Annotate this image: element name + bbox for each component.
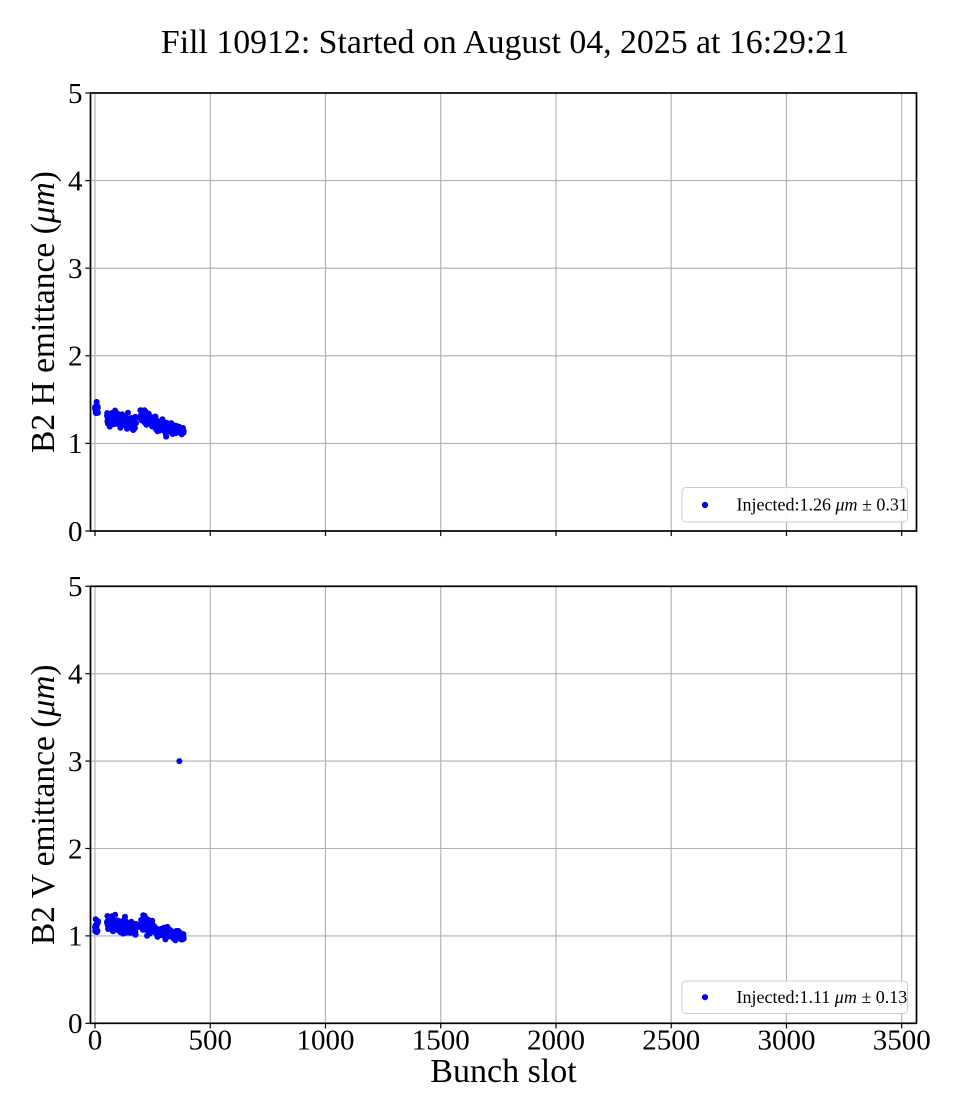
svg-text:2000: 2000	[527, 1025, 585, 1057]
svg-text:5: 5	[68, 571, 83, 603]
svg-text:B2 H emittance (μm): B2 H emittance (μm)	[25, 171, 62, 453]
svg-text:Injected:1.26 μm ± 0.31: Injected:1.26 μm ± 0.31	[737, 494, 908, 514]
svg-text:4: 4	[68, 659, 83, 691]
svg-text:3500: 3500	[873, 1025, 931, 1057]
svg-text:2500: 2500	[642, 1025, 700, 1057]
svg-text:500: 500	[188, 1025, 232, 1057]
svg-text:1: 1	[68, 921, 83, 953]
svg-text:Bunch slot: Bunch slot	[430, 1053, 577, 1090]
svg-text:0: 0	[68, 1008, 83, 1040]
svg-text:2: 2	[68, 833, 83, 865]
svg-text:1000: 1000	[296, 1025, 354, 1057]
svg-text:0: 0	[68, 516, 83, 548]
svg-text:4: 4	[68, 165, 83, 197]
svg-text:5: 5	[68, 78, 83, 110]
svg-text:Fill 10912: Started on August: Fill 10912: Started on August 04, 2025 a…	[161, 24, 849, 61]
svg-text:1500: 1500	[412, 1025, 470, 1057]
svg-text:1: 1	[68, 428, 83, 460]
svg-text:3: 3	[68, 253, 83, 285]
svg-text:2: 2	[68, 341, 83, 373]
svg-text:B2 V emittance (μm): B2 V emittance (μm)	[25, 664, 62, 945]
svg-text:0: 0	[88, 1025, 103, 1057]
svg-text:3000: 3000	[757, 1025, 815, 1057]
svg-text:3: 3	[68, 746, 83, 778]
svg-text:Injected:1.11 μm ± 0.13: Injected:1.11 μm ± 0.13	[737, 987, 908, 1007]
